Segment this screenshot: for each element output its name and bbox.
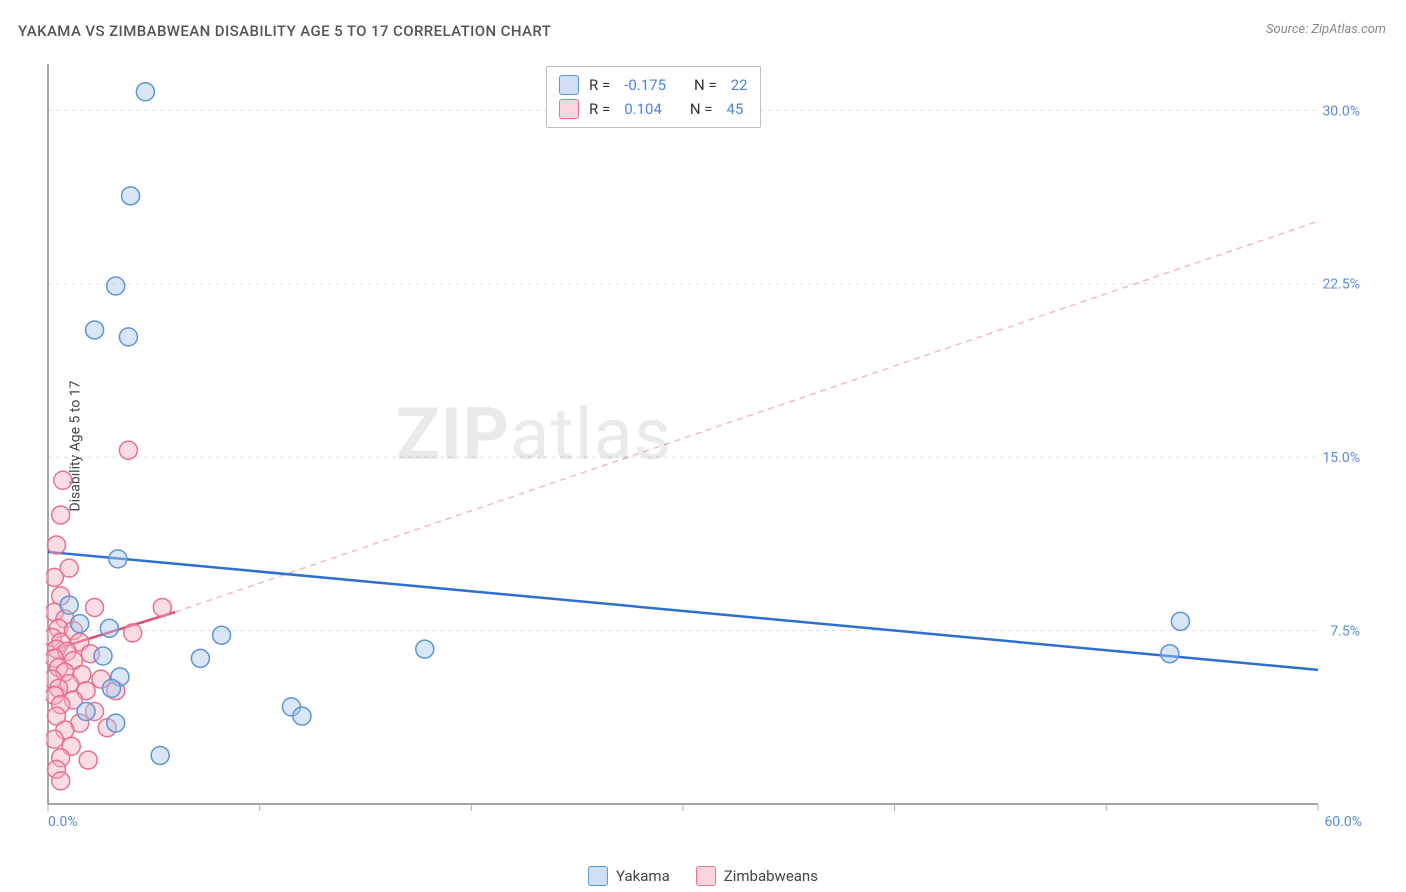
swatch-yakama [559, 75, 579, 95]
swatch-zimbabweans [559, 99, 579, 119]
n-value-zimbabweans: 45 [727, 97, 744, 121]
r-label: R = [589, 73, 610, 97]
svg-text:22.5%: 22.5% [1322, 277, 1360, 293]
n-label: N = [694, 73, 717, 97]
correlation-legend: R = -0.175 N = 22 R = 0.104 N = 45 [546, 66, 761, 128]
n-value-yakama: 22 [731, 73, 748, 97]
source-label: Source: ZipAtlas.com [1266, 22, 1386, 37]
legend-row-yakama: R = -0.175 N = 22 [559, 73, 748, 97]
svg-text:0.0%: 0.0% [48, 814, 78, 830]
scatter-plot: 7.5% 15.0% 22.5% 30.0% 0.0% 60.0% [46, 62, 1366, 832]
legend-label-zimbabweans: Zimbabweans [724, 867, 818, 885]
chart-area: 7.5%15.0%22.5%30.0%0.0%60.0% ZIPatlas R … [46, 62, 1366, 832]
swatch-icon [588, 866, 608, 886]
legend-label-yakama: Yakama [616, 867, 670, 885]
svg-text:30.0%: 30.0% [1322, 103, 1360, 119]
svg-text:7.5%: 7.5% [1330, 624, 1360, 640]
legend-item-zimbabweans: Zimbabweans [696, 866, 818, 886]
r-label-2: R = [589, 97, 610, 121]
chart-title: YAKAMA VS ZIMBABWEAN DISABILITY AGE 5 TO… [18, 22, 551, 40]
legend-item-yakama: Yakama [588, 866, 670, 886]
svg-text:15.0%: 15.0% [1322, 450, 1360, 466]
r-value-yakama: -0.175 [624, 73, 666, 97]
legend-row-zimbabweans: R = 0.104 N = 45 [559, 97, 748, 121]
svg-text:60.0%: 60.0% [1324, 814, 1362, 830]
series-legend: Yakama Zimbabweans [588, 866, 818, 886]
swatch-icon [696, 866, 716, 886]
r-value-zimbabweans: 0.104 [624, 97, 662, 121]
n-label-2: N = [690, 97, 713, 121]
